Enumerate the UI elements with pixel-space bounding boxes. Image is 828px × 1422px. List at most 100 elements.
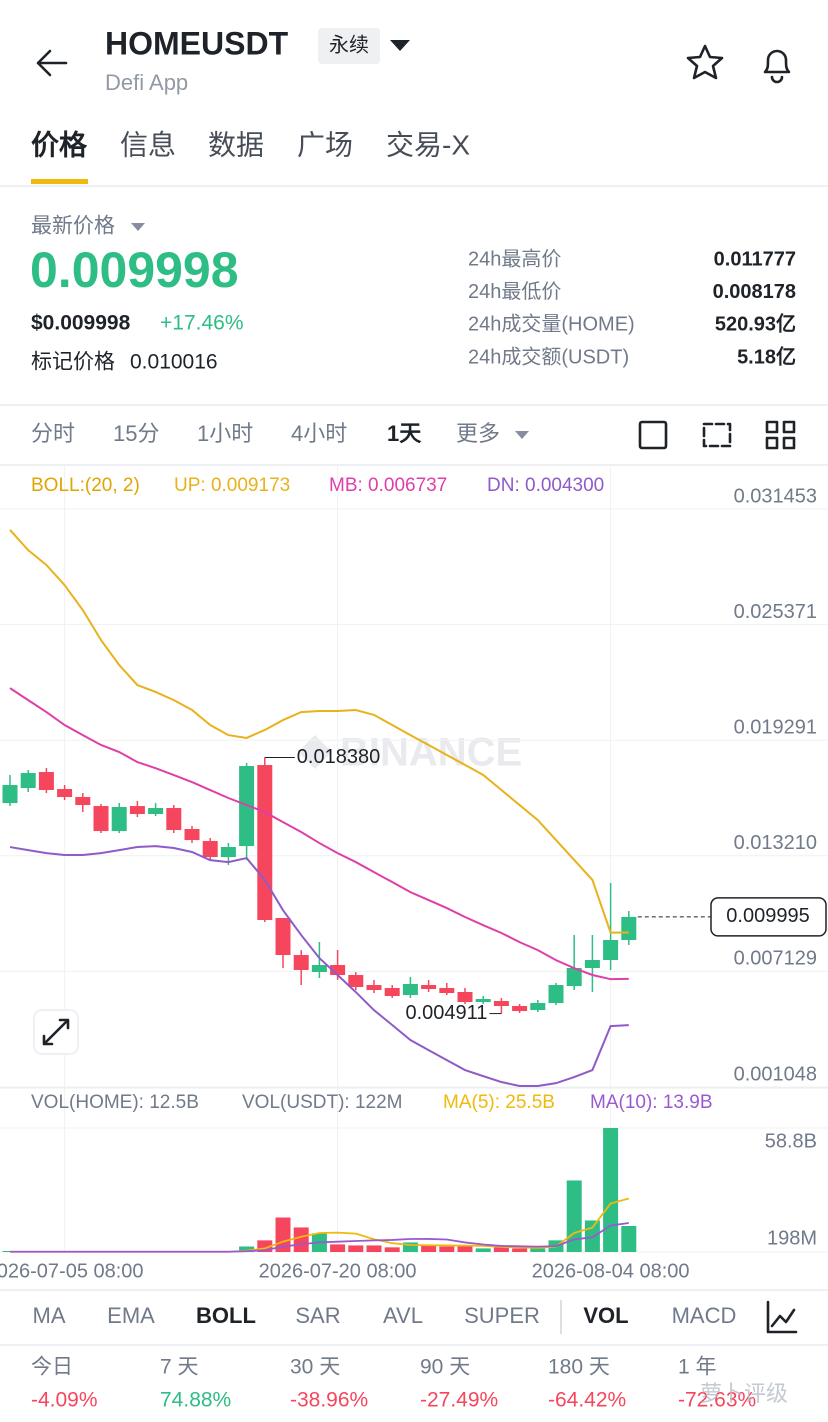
indicator-tab[interactable]: SAR (295, 1303, 340, 1328)
interval[interactable]: 分时 (31, 421, 75, 446)
volume-legend: VOL(USDT): 122M (242, 1092, 402, 1113)
indicator-tab[interactable]: BOLL (196, 1303, 256, 1328)
tab[interactable]: 广场 (297, 129, 353, 160)
candle-body (493, 1001, 509, 1007)
more-dropdown[interactable] (515, 431, 529, 439)
period-label: 今日 (31, 1356, 73, 1379)
back-button[interactable] (36, 49, 68, 77)
candle-body (512, 1006, 528, 1012)
interval[interactable]: 4小时 (291, 421, 347, 446)
performance-row: 今日 -4.09% 7 天 74.88% 30 天 -38.96% 90 天 -27.49% 1… (31, 1356, 756, 1412)
indicator-tab[interactable]: EMA (107, 1303, 155, 1328)
volume-bar (603, 1128, 619, 1252)
volume-bar (621, 1225, 637, 1252)
volume-legend: MA(5): 25.5B (443, 1092, 555, 1113)
indicator-tab[interactable]: MA (33, 1303, 66, 1328)
candle-body (111, 807, 127, 832)
mark-label: 标记价格 (31, 351, 115, 374)
indicator-tab[interactable]: MACD (672, 1303, 737, 1328)
indicator-settings[interactable] (766, 1300, 798, 1334)
volume-bar (330, 1244, 346, 1252)
tab[interactable]: 数据 (208, 129, 264, 160)
last-price: 0.009998 (30, 242, 239, 298)
tab[interactable]: 交易-X (386, 129, 470, 160)
interval[interactable]: 15分 (113, 421, 159, 446)
volume-bar (475, 1248, 491, 1252)
symbol-dropdown[interactable] (390, 40, 410, 51)
candle-body (257, 765, 273, 921)
candle-body (621, 916, 637, 941)
candle-body (93, 806, 109, 832)
volume-bar (293, 1227, 309, 1252)
tab[interactable]: 价格 (31, 129, 88, 160)
boll-line (9, 845, 629, 1088)
stat-label: 24h最高价 (468, 247, 561, 270)
layout-button[interactable] (765, 420, 796, 450)
x-tick-label: 2026-08-04 08:00 (532, 1260, 690, 1282)
stat-label: 24h成交额(USDT) (468, 345, 629, 368)
tab[interactable]: 信息 (120, 129, 176, 160)
candle-body (348, 975, 364, 988)
volume-bar (439, 1246, 455, 1252)
volume-bar (493, 1247, 509, 1252)
logo-mark (298, 735, 332, 769)
volume-ma-line (10, 1222, 629, 1253)
favorite-button[interactable] (686, 44, 724, 80)
stat-value: 5.18亿 (737, 344, 796, 368)
candle-body (566, 968, 582, 987)
period-label: 180 天 (548, 1356, 610, 1379)
period-change: 74.88% (160, 1389, 231, 1412)
indicator-tab[interactable]: SUPER (464, 1303, 540, 1328)
tab-bar: 价格 信息 数据 广场 交易-X (31, 129, 470, 160)
volume-bar (421, 1245, 437, 1252)
candle-body (475, 999, 491, 1003)
settings-button[interactable] (702, 422, 732, 448)
interval[interactable]: 1天 (387, 421, 422, 446)
period-change: -64.42% (548, 1389, 626, 1412)
volume-bar (512, 1248, 528, 1252)
x-tick-label: 2026-07-20 08:00 (259, 1260, 417, 1282)
fullscreen-button[interactable] (638, 420, 668, 450)
candle-body (220, 847, 236, 858)
period-label: 90 天 (420, 1356, 470, 1379)
tab-indicator (31, 179, 88, 184)
volume-bar (457, 1246, 473, 1252)
expand-icon (42, 1018, 70, 1046)
alert-button[interactable] (763, 49, 791, 84)
chart-area: BINANCE 2026-07-05 08:00 2026-07-20 08:00 2… (0, 465, 828, 1282)
last-price-tag (710, 897, 827, 937)
candle-body (311, 965, 327, 973)
symbol-title: HOMEUSDT (105, 25, 289, 61)
indicator-tab[interactable]: VOL (583, 1303, 628, 1328)
badge: 永续 (329, 33, 369, 56)
candle-body (57, 789, 73, 798)
period-label: 7 天 (160, 1356, 199, 1379)
candle-body (38, 772, 54, 791)
legend-entry: DN: 0.004300 (487, 475, 604, 496)
candle-body (584, 960, 600, 969)
interval[interactable]: 更多 (456, 421, 500, 446)
last-price-value: 0.009995 (726, 905, 809, 927)
stat-label: 24h成交量(HOME) (468, 313, 635, 336)
stats: 24h最高价 0.011777 24h最低价 0.008178 24h成交量(HOME)… (468, 247, 796, 368)
interval-bar: 分时 15分 1小时 4小时 1天 更多 (31, 421, 500, 446)
candle-body (129, 806, 145, 815)
candle-body (2, 785, 18, 804)
candle-body (148, 808, 164, 815)
price-dropdown[interactable] (131, 223, 145, 231)
volume-bar (530, 1248, 546, 1252)
interval[interactable]: 1小时 (197, 421, 253, 446)
price-label: 最新价格 (31, 215, 115, 238)
candle-body (293, 955, 309, 971)
volume-bar (384, 1247, 400, 1252)
candle-body (275, 918, 291, 956)
chart-watermark: BINANCE (340, 731, 522, 775)
period-label: 1 年 (678, 1356, 717, 1379)
badge-bg (318, 28, 380, 64)
volume-bar (366, 1245, 382, 1252)
mark-price: 0.010016 (130, 351, 218, 374)
y-tick-label: 0.001048 (734, 1063, 817, 1085)
legend-entry: UP: 0.009173 (174, 475, 290, 496)
indicator-tab[interactable]: AVL (383, 1303, 423, 1328)
